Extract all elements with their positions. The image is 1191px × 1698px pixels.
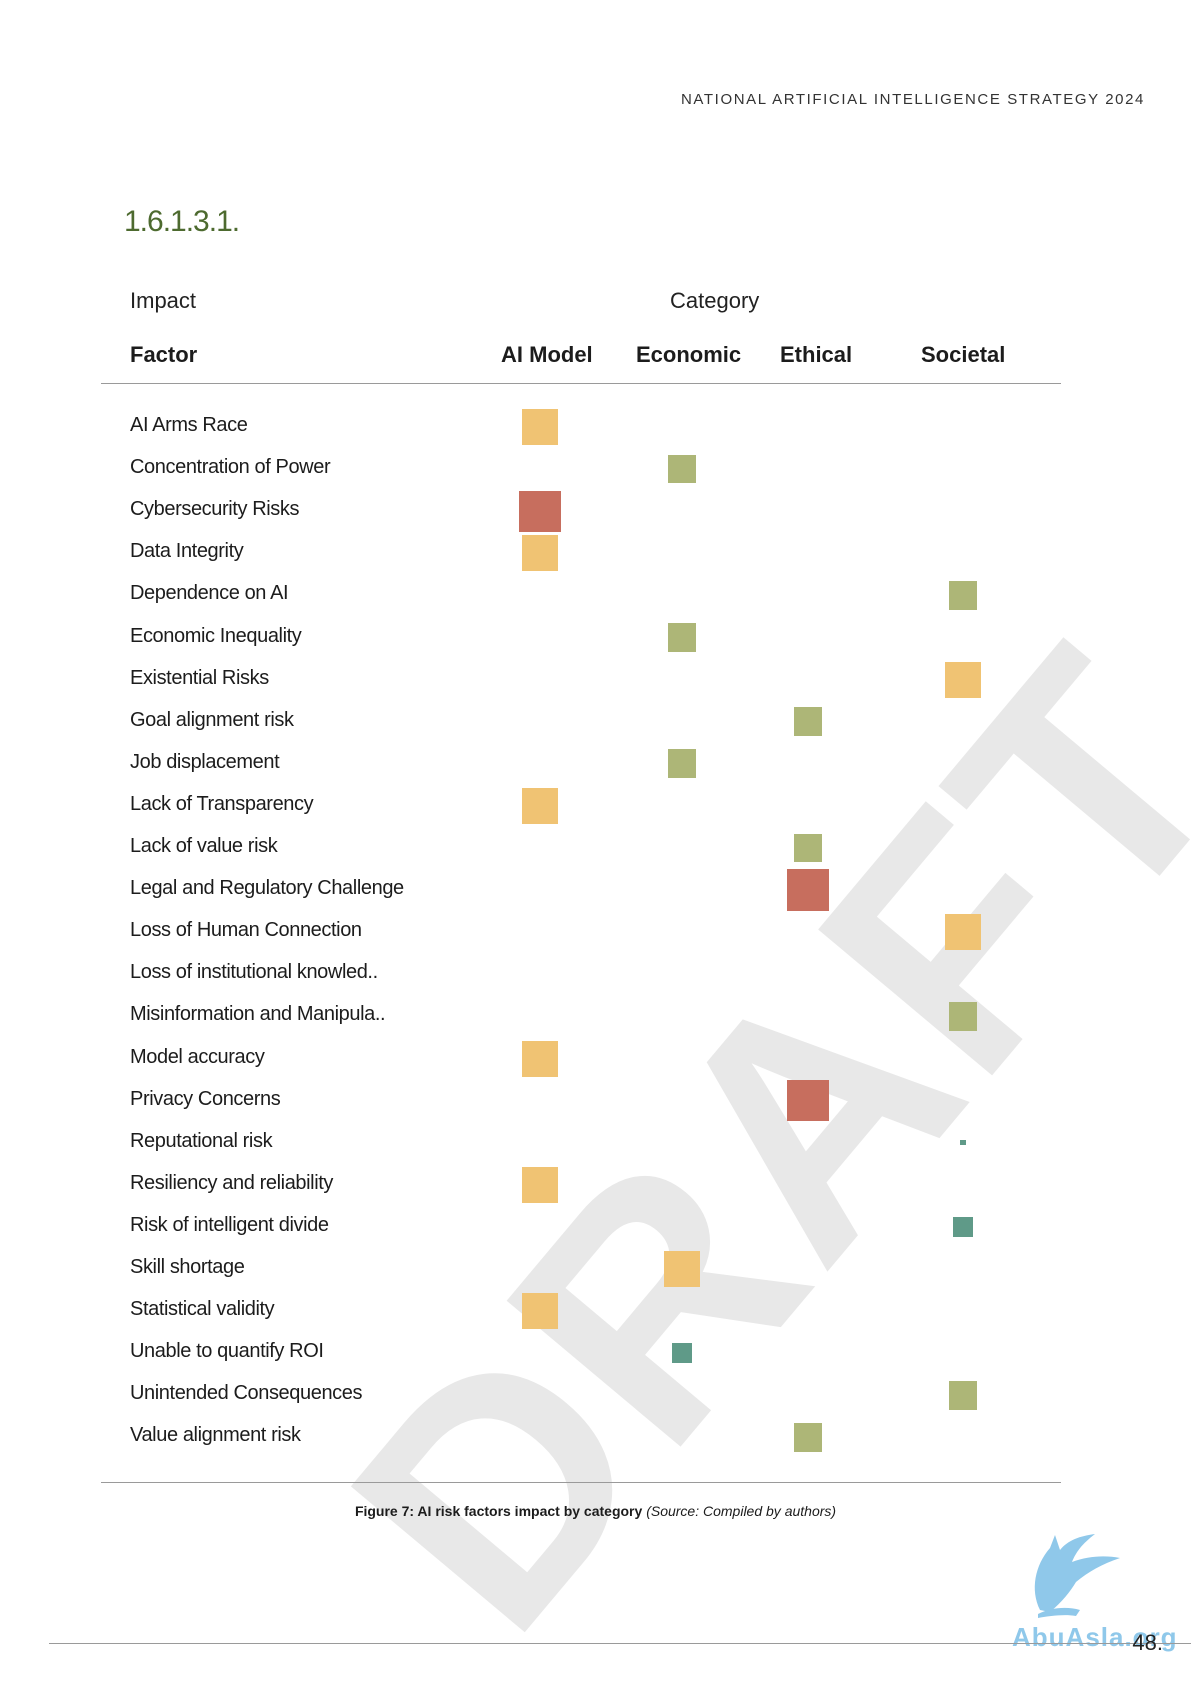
impact-marker [793,1423,823,1452]
factor-label: Cybersecurity Risks [130,498,300,521]
impact-marker [948,1002,978,1031]
factor-label: Existential Risks [130,666,269,689]
impact-marker [787,869,829,911]
column-header-ai-model: AI Model [501,342,593,367]
factor-label: Lack of value risk [130,835,278,857]
factor-label: Dependence on AI [130,582,289,605]
factor-label: Concentration of Power [130,456,331,479]
footer-rule [49,1643,1191,1644]
impact-marker [945,914,981,951]
factor-label: Reputational risk [130,1129,273,1152]
factor-label: Statistical validity [130,1298,275,1321]
impact-marker [664,1251,700,1287]
impact-marker [522,787,558,824]
factor-label: Unable to quantify ROI [130,1340,324,1363]
factor-label: Privacy Concerns [130,1087,281,1110]
impact-marker [960,1140,966,1146]
impact-marker [787,1079,829,1122]
factor-label: Data Integrity [130,540,244,563]
column-header-economic: Economic [636,342,742,367]
impact-marker [667,749,697,779]
factor-label: Misinformation and Manipula.. [130,1003,386,1026]
table-bottom-rule [101,1482,1061,1483]
impact-marker [522,1293,558,1330]
factor-label: Lack of Transparency [130,792,314,815]
figure-caption: Figure 7: AI risk factors impact by cate… [0,1503,1191,1519]
factor-label: Skill shortage [130,1256,245,1278]
factor-label: Legal and Regulatory Challenge [130,877,404,900]
eagle-logo-icon [1034,1534,1120,1618]
impact-marker [945,661,981,698]
impact-marker [667,454,697,484]
impact-marker [793,707,823,737]
impact-label: Impact [130,288,197,313]
factor-label: Unintended Consequences [130,1382,363,1405]
factor-column-header: Factor [130,342,198,367]
factor-label: Risk of intelligent divide [130,1213,329,1236]
factor-label: Goal alignment risk [130,708,294,731]
category-label: Category [670,288,760,313]
caption-title: Figure 7: AI risk factors impact by cate… [354,1503,643,1519]
factor-label: Economic Inequality [130,624,302,647]
impact-marker [953,1217,973,1237]
impact-marker [667,623,697,652]
caption-source: (Source: Compiled by authors) [646,1503,837,1519]
impact-marker [522,1166,558,1203]
factor-label: AI Arms Race [130,414,248,436]
factor-label: Loss of Human Connection [130,919,362,942]
factor-label: Resiliency and reliability [130,1171,334,1194]
document-header: NATIONAL ARTIFICIAL INTELLIGENCE STRATEG… [681,91,1145,108]
impact-marker [948,1380,978,1410]
column-header-societal: Societal [921,342,1006,367]
page-number: 48. [1132,1630,1163,1655]
impact-marker [522,1040,558,1077]
factor-label: Model accuracy [130,1045,265,1068]
impact-marker [522,409,558,445]
table-top-rule [101,383,1061,384]
section-number: 1.6.1.3.1. [124,205,240,238]
impact-marker [948,581,978,610]
impact-marker [793,833,823,863]
impact-marker [519,490,561,532]
factor-label: Value alignment risk [130,1424,301,1447]
factor-label: Loss of institutional knowled.. [130,961,378,984]
impact-marker [522,535,558,572]
logo-text: AbuAsla.org [1012,1622,1178,1652]
column-header-ethical: Ethical [780,342,853,367]
impact-marker [672,1343,692,1364]
factor-label: Job displacement [130,750,280,773]
